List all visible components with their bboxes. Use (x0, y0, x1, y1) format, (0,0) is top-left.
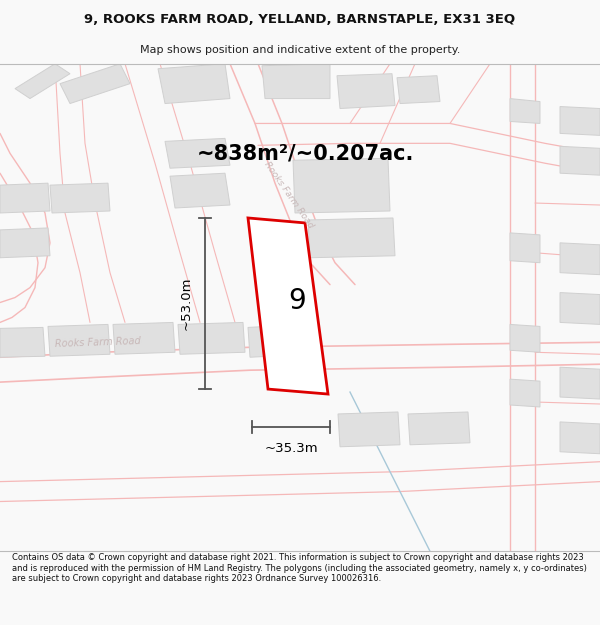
Polygon shape (248, 324, 310, 357)
Polygon shape (293, 158, 390, 213)
Polygon shape (560, 292, 600, 324)
Text: ~35.3m: ~35.3m (264, 442, 318, 455)
Polygon shape (510, 233, 540, 262)
Polygon shape (48, 324, 110, 356)
Text: ~838m²/~0.207ac.: ~838m²/~0.207ac. (196, 143, 413, 163)
Text: Rooks Farm Road: Rooks Farm Road (55, 336, 141, 349)
Polygon shape (560, 243, 600, 274)
Text: 9: 9 (289, 287, 306, 315)
Text: 9, ROOKS FARM ROAD, YELLAND, BARNSTAPLE, EX31 3EQ: 9, ROOKS FARM ROAD, YELLAND, BARNSTAPLE,… (85, 12, 515, 26)
Polygon shape (338, 412, 400, 447)
Polygon shape (560, 146, 600, 175)
Polygon shape (113, 322, 175, 354)
Polygon shape (178, 322, 245, 354)
Polygon shape (510, 379, 540, 407)
Polygon shape (262, 64, 330, 99)
Polygon shape (510, 324, 540, 352)
Polygon shape (0, 228, 50, 258)
Polygon shape (165, 138, 230, 168)
Text: Contains OS data © Crown copyright and database right 2021. This information is : Contains OS data © Crown copyright and d… (12, 554, 587, 583)
Polygon shape (50, 183, 110, 213)
Polygon shape (170, 173, 230, 208)
Polygon shape (158, 64, 230, 104)
Polygon shape (510, 99, 540, 124)
Polygon shape (0, 328, 45, 357)
Text: Rooks Farm Road: Rooks Farm Road (262, 160, 315, 230)
Polygon shape (308, 218, 395, 258)
Text: Map shows position and indicative extent of the property.: Map shows position and indicative extent… (140, 44, 460, 54)
Polygon shape (397, 76, 440, 104)
Polygon shape (248, 218, 328, 394)
Polygon shape (15, 64, 70, 99)
Polygon shape (560, 106, 600, 136)
Polygon shape (60, 64, 130, 104)
Polygon shape (560, 368, 600, 399)
Polygon shape (408, 412, 470, 445)
Polygon shape (560, 422, 600, 454)
Polygon shape (0, 183, 50, 213)
Text: ~53.0m: ~53.0m (180, 277, 193, 330)
Polygon shape (337, 74, 395, 109)
